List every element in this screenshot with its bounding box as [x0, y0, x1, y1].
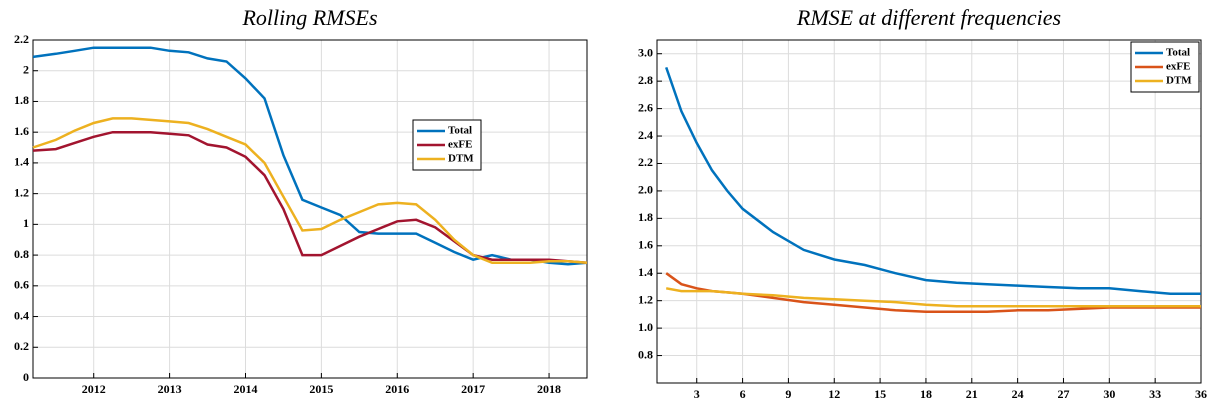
- series-line: [32, 46, 588, 266]
- y-tick-label: 1.4: [638, 265, 653, 279]
- legend-label: DTM: [448, 153, 474, 165]
- legend-label: DTM: [1166, 75, 1192, 87]
- legend-label: Total: [1166, 47, 1190, 59]
- y-tick-label: 1.2: [638, 292, 653, 306]
- y-tick-label: 1.6: [638, 238, 653, 252]
- legend-label: Total: [448, 125, 472, 137]
- y-tick-label: 1.4: [14, 155, 29, 169]
- y-tick-label: 2.4: [638, 128, 653, 142]
- y-tick-label: 0.6: [14, 278, 29, 292]
- legend-label: exFE: [1166, 61, 1190, 73]
- y-tick-label: 1.0: [638, 320, 653, 334]
- legend-label: exFE: [448, 139, 472, 151]
- y-tick-label: 2: [23, 62, 29, 76]
- x-tick-label: 12: [828, 387, 840, 401]
- x-tick-label: 2016: [385, 382, 409, 396]
- series-line: [665, 66, 1201, 296]
- x-tick-label: 6: [740, 387, 746, 401]
- x-tick-label: 21: [966, 387, 978, 401]
- x-tick-label: 2012: [82, 382, 106, 396]
- y-tick-label: 2.6: [638, 100, 653, 114]
- y-tick-label: 2.8: [638, 73, 653, 87]
- plot-frame: [656, 39, 1202, 384]
- x-tick-label: 2015: [309, 382, 333, 396]
- x-tick-label: 2017: [461, 382, 485, 396]
- y-tick-label: 2.2: [638, 155, 653, 169]
- y-tick-label: 1.8: [638, 210, 653, 224]
- x-tick-label: 3: [694, 387, 700, 401]
- chart-title: RMSE at different frequencies: [796, 5, 1061, 30]
- x-tick-label: 24: [1012, 387, 1024, 401]
- plot-frame: [32, 39, 588, 379]
- series-line: [32, 130, 588, 265]
- series-line: [32, 117, 588, 265]
- series-line: [665, 287, 1201, 308]
- y-tick-label: 0.8: [638, 347, 653, 361]
- x-tick-label: 2013: [158, 382, 182, 396]
- y-tick-label: 0.2: [14, 339, 29, 353]
- y-tick-label: 1.8: [14, 93, 29, 107]
- x-tick-label: 36: [1195, 387, 1207, 401]
- y-tick-label: 1: [23, 216, 29, 230]
- x-tick-label: 30: [1103, 387, 1115, 401]
- y-tick-label: 2.0: [638, 183, 653, 197]
- x-tick-label: 33: [1149, 387, 1161, 401]
- x-tick-label: 2014: [233, 382, 257, 396]
- y-tick-label: 0.8: [14, 247, 29, 261]
- y-tick-label: 1.6: [14, 124, 29, 138]
- y-tick-label: 2.2: [14, 32, 29, 46]
- y-tick-label: 0: [23, 370, 29, 384]
- y-tick-label: 0.4: [14, 308, 29, 322]
- x-tick-label: 27: [1057, 387, 1069, 401]
- x-tick-label: 15: [874, 387, 886, 401]
- x-tick-label: 18: [920, 387, 932, 401]
- x-tick-label: 2018: [537, 382, 561, 396]
- y-tick-label: 1.2: [14, 185, 29, 199]
- x-tick-label: 9: [785, 387, 791, 401]
- y-tick-label: 3.0: [638, 45, 653, 59]
- chart-title: Rolling RMSEs: [241, 5, 377, 30]
